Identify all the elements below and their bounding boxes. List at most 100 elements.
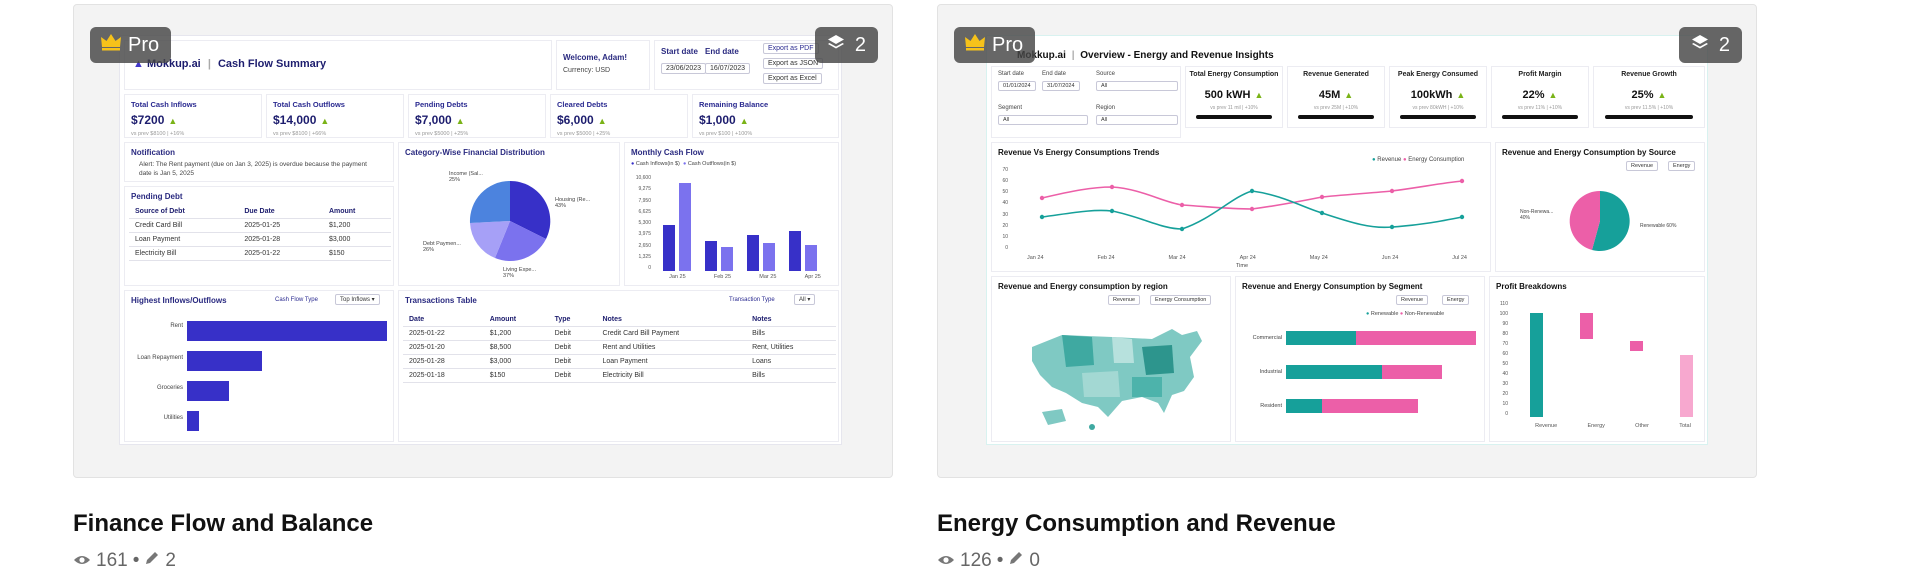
layers-count: 2 [854, 33, 866, 56]
end-date-input: 16/07/2023 [705, 63, 751, 74]
profit-bar-energy [1580, 313, 1593, 339]
pie-label: Income (Sal... 25% [449, 171, 483, 183]
segment-label: Industrial [1259, 369, 1282, 375]
pencil-icon [144, 550, 160, 572]
bar-loan [187, 351, 262, 371]
profit-bars [1530, 313, 1693, 417]
kpi-label: Remaining Balance [699, 100, 769, 109]
bar-label: Groceries [156, 385, 183, 391]
trend-legend: ● Revenue ● Energy Consumption [1372, 157, 1465, 163]
monthly-title: Monthly Cash Flow [631, 148, 704, 157]
kpi-card: Total Cash Outflows $14,000 ▲ vs prev $81… [266, 94, 404, 138]
kpi-label: Total Cash Inflows [131, 100, 197, 109]
kpi-card: Total Energy Consumption 500 kWH ▲ vs pre… [1185, 66, 1283, 128]
kpi-card: Cleared Debts $6,000 ▲ vs prev $5000 | +2… [550, 94, 688, 138]
layers-icon [1691, 33, 1709, 57]
table-row: 2025-01-22 $1,200 Debit Credit Card Bill Pa… [403, 326, 836, 341]
profit-x-axis: Revenue Energy Other Total [1535, 423, 1691, 429]
template-thumbnail[interactable]: Pro 2 Mokkup.ai | Overview - Energy and … [937, 4, 1757, 478]
table-row: 2025-01-18 $150 Debit Electricity Bill Bills [403, 368, 836, 383]
template-thumbnail[interactable]: Pro 2 ▲ Mokkup.ai | Cash Flow Summary We… [73, 4, 893, 478]
segment-bar-renewable [1286, 331, 1356, 345]
kpi-value: $1,000 ▲ [699, 113, 749, 127]
segment-bar-nonrenewable [1322, 399, 1418, 413]
start-date-label: Start date [661, 47, 698, 56]
transactions-table: Date Amount Type Notes Notes 2025-01-22 $1,20… [403, 313, 836, 383]
card-title[interactable]: Finance Flow and Balance [73, 510, 374, 537]
kpi-sub: vs prev $5000 | +25% [415, 131, 469, 137]
monthly-bars [663, 183, 817, 271]
kpi-card: Remaining Balance $1,000 ▲ vs prev $100 |… [692, 94, 839, 138]
pie-label: Debt Paymen... 26% [423, 241, 461, 253]
profit-bar-other [1630, 341, 1643, 351]
monthly-legend: ● Cash Inflows(in $) ● Cash Outflows(in … [631, 161, 737, 167]
eye-icon [73, 550, 91, 572]
pie-chart [469, 180, 551, 262]
bar-label: Rent [170, 323, 183, 329]
kpi-sub: vs prev $8100 | +66% [273, 131, 327, 137]
eye-icon [937, 550, 955, 572]
layers-badge: 2 [814, 27, 878, 63]
dashboard-preview: ▲ Mokkup.ai | Cash Flow Summary Welcome,… [119, 35, 842, 445]
layers-badge: 2 [1678, 27, 1742, 63]
source-panel: Revenue and Energy Consumption by Source… [1495, 142, 1705, 272]
preview-title: Overview - Energy and Revenue Insights [1080, 50, 1274, 61]
source-title: Revenue and Energy Consumption by Source [1502, 148, 1676, 157]
kpi-card: Revenue Growth 25% ▲ vs prev 11.5% | +10% [1593, 66, 1705, 128]
bar-label: Utilities [163, 415, 183, 421]
pending-debt-panel: Pending Debt Source of Debt Due Date Amoun… [124, 186, 394, 286]
category-distribution-panel: Category-Wise Financial Distribution Inc… [398, 142, 620, 286]
trend-title: Revenue Vs Energy Consumptions Trends [998, 148, 1160, 157]
kpi-sub: vs prev $8100 | +16% [131, 131, 185, 137]
filter-segment: All [998, 115, 1088, 125]
notification-text: Alert: The Rent payment (due on Jan 3, 2… [139, 161, 367, 177]
filter-start-date: 01/01/2024 [998, 81, 1036, 91]
kpi-value: $7200 ▲ [131, 113, 178, 127]
filter-label: Source [1096, 71, 1116, 77]
highest-title: Highest Inflows/Outflows [131, 296, 227, 305]
welcome-panel: Welcome, Adam! Currency: USD [556, 40, 650, 90]
segment-title: Revenue and Energy Consumption by Segmen… [1242, 282, 1423, 291]
card-stats: 126 • 0 [937, 550, 1040, 572]
layers-count: 2 [1718, 33, 1730, 56]
transactions-title: Transactions Table [405, 296, 477, 305]
pie-slice-income [469, 180, 510, 223]
source-pie [1569, 190, 1630, 251]
region-panel: Revenue and Energy consumption by region… [991, 276, 1231, 442]
segment-legend: ● Renewable ● Non-Renewable [1366, 311, 1445, 317]
monthly-y-axis: 10,600 9,275 7,950 6,625 5,300 3,975 2,650 1,32… [635, 175, 651, 271]
source-toggle-energy: Energy [1668, 161, 1696, 171]
crown-icon [100, 33, 122, 57]
kpi-card: Total Cash Inflows $7200 ▲ vs prev $8100 … [124, 94, 262, 138]
kpi-label: Cleared Debts [557, 100, 608, 109]
welcome-text: Welcome, Adam! [563, 53, 628, 62]
kpi-card: Peak Energy Consumed 100kWh ▲ vs prev 80k… [1389, 66, 1487, 128]
edit-count: 0 [1029, 550, 1040, 571]
profit-bar-revenue [1530, 313, 1543, 417]
export-json-button: Export as JSON [763, 58, 824, 69]
pie-label: Living Expe... 37% [503, 267, 537, 279]
dashboard-preview: Mokkup.ai | Overview - Energy and Revenu… [986, 35, 1708, 445]
trend-x-axis: Jan 24 Feb 24 Mar 24 Apr 24 May 24 Jun 24 Jul … [1027, 255, 1467, 261]
card-title[interactable]: Energy Consumption and Revenue [937, 510, 1336, 537]
pie-slice-living [495, 221, 546, 262]
source-toggle-revenue: Revenue [1626, 161, 1659, 171]
bar-groceries [187, 381, 229, 401]
pie-label: Renewable 60% [1640, 223, 1677, 229]
kpi-value: $14,000 ▲ [273, 113, 330, 127]
kpi-card: Profit Margin 22% ▲ vs prev 11% | +10% [1491, 66, 1589, 128]
view-count: 126 [960, 550, 992, 571]
bar-utilities [187, 411, 199, 431]
notification-title: Notification [131, 148, 175, 157]
tx-filter-label: Transaction Type [729, 297, 775, 303]
us-map [1032, 329, 1202, 430]
layers-icon [827, 33, 845, 57]
kpi-value: $7,000 ▲ [415, 113, 465, 127]
profit-y-axis: 110 100 90 80 70 60 50 40 30 20 10 0 [1499, 301, 1508, 417]
export-pdf-button: Export as PDF [763, 43, 819, 54]
card-stats: 161 • 2 [73, 550, 176, 572]
highest-inflows-panel: Highest Inflows/Outflows Cash Flow Type … [124, 290, 394, 442]
pie-slice-debt [470, 221, 510, 258]
preview-header: ▲ Mokkup.ai | Cash Flow Summary [124, 40, 552, 90]
pending-debt-title: Pending Debt [131, 192, 183, 201]
